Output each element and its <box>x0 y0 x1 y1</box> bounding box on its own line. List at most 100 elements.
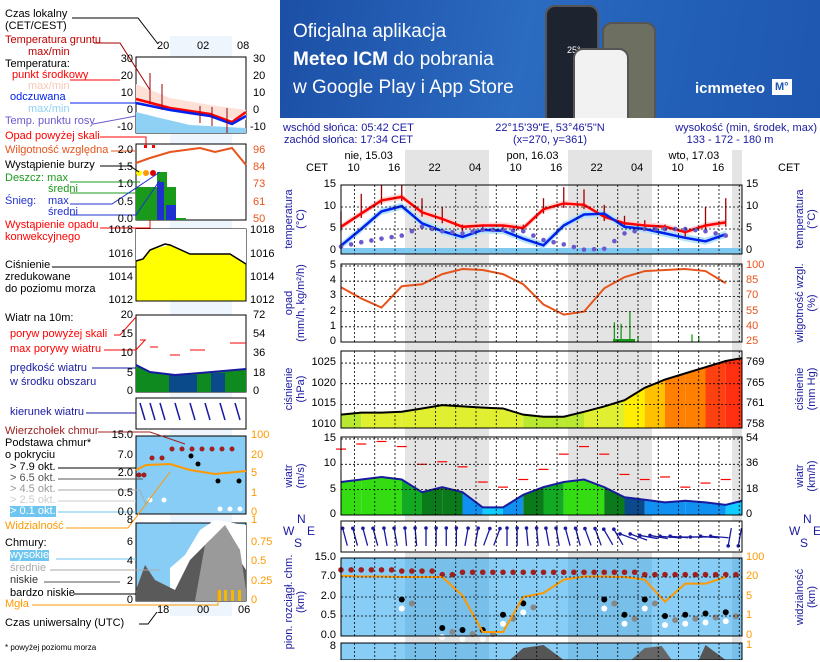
dew-point-dot <box>723 233 729 238</box>
wind-arrow <box>584 528 592 546</box>
legend-precip-tick: 1.0 <box>117 178 133 190</box>
wind-arrow <box>342 528 348 546</box>
wind-arrow <box>383 528 388 546</box>
tz-label-left: CET <box>306 162 328 174</box>
legend-wind-dir-plot <box>135 397 247 430</box>
legend-cover-rtick: 0 <box>251 594 258 606</box>
wind-arrow-head <box>361 526 365 531</box>
cloud-top-dot <box>429 568 435 574</box>
legend-cloud-tick: 15.0 <box>111 429 133 441</box>
dew-point-dot <box>439 228 445 234</box>
wind-arrow-head <box>454 526 459 530</box>
cloud-base-dot <box>692 615 699 622</box>
wind-kmh-tick: 0 <box>746 508 753 520</box>
dew-point-dot <box>693 227 698 233</box>
humidity-tick: 25 <box>746 335 759 347</box>
legend-temp-mid: punkt środkowy <box>12 69 89 81</box>
humidity-tick: 40 <box>746 319 759 332</box>
compass-e-right: E <box>813 524 820 538</box>
dew-point-dot <box>450 230 455 235</box>
precip-tick: 0 <box>329 335 336 347</box>
legend-okt: > 6.5 okt. <box>10 472 56 484</box>
wind-arrow-head <box>628 532 632 536</box>
legend-cloud-tick: 2.0 <box>117 467 133 479</box>
temp-rtick: 15 <box>746 178 759 190</box>
pressure-fill <box>442 405 463 428</box>
legend-dew: Temp. punktu rosy <box>5 115 95 127</box>
dew-point-dot <box>490 227 496 233</box>
cover-rtick: 1 <box>746 639 753 651</box>
elevation-label: wysokość (min, środek, max) <box>675 122 817 134</box>
night-band-cover <box>405 643 489 660</box>
wind-arrow-head <box>638 533 642 538</box>
cloud-base-dot <box>398 605 405 612</box>
wind-arrow-head <box>476 526 480 530</box>
legend-vis-tick: 1 <box>251 487 258 499</box>
temp-tick: 15 <box>323 178 336 190</box>
legend-precip-tick: 0.0 <box>117 213 133 225</box>
wind-fill <box>563 479 584 515</box>
wind-arrow-head <box>350 526 355 531</box>
banner-line-2-rest: do pobrania <box>388 49 494 70</box>
visibility-axis-title: widzialność (km) <box>794 537 818 657</box>
dew-point-dot <box>703 228 708 234</box>
wind-fill <box>584 479 605 515</box>
cloud-base-dot <box>702 619 709 626</box>
legend-rain-avg: średni <box>48 183 78 195</box>
pressure-fill <box>341 412 362 428</box>
cloud-top-dot <box>672 571 678 578</box>
dew-point-dot <box>612 238 617 244</box>
humidity-tick: 85 <box>746 274 759 287</box>
dew-point-dot <box>429 226 435 232</box>
cloud-top-dot <box>520 569 527 576</box>
wind-arrow <box>483 528 491 546</box>
legend-vis-tick: 0 <box>251 506 258 518</box>
cloud-tick: 0.0 <box>320 629 336 641</box>
cloud-top-dot <box>510 569 516 576</box>
visibility-tick: 100 <box>746 551 765 563</box>
wind-fill <box>644 499 665 515</box>
wind-fill <box>341 479 362 515</box>
dew-point-dot <box>642 226 648 232</box>
dew-point-dot <box>601 246 607 252</box>
legend-cover-tick: 8 <box>126 514 133 526</box>
pressure-fill <box>665 373 686 428</box>
wind-fill <box>543 482 564 515</box>
cloud-top-dot <box>419 568 425 574</box>
legend-precip-tick: 0.5 <box>117 196 133 208</box>
hour-label: 16 <box>550 162 563 174</box>
wind-fill <box>665 500 686 515</box>
dew-point-dot <box>551 239 556 245</box>
wind-arrow <box>629 533 648 541</box>
banner-line-1: Oficjalna aplikacja <box>293 21 447 42</box>
compass-n-right: N <box>803 512 812 526</box>
cloud-base-dot <box>398 596 405 603</box>
cloud-top-dot <box>702 571 709 578</box>
humidity-tick: 70 <box>746 289 759 302</box>
feel-temperature-line <box>340 204 727 247</box>
legend-temperature: Temperatura: <box>5 58 70 70</box>
wind-arrow <box>603 528 614 546</box>
compass-s-left: S <box>294 536 303 550</box>
wind-arrow-head <box>340 526 345 531</box>
cloud-top-dot <box>621 569 628 576</box>
cloud-base-dot <box>641 596 648 603</box>
cloud-base-dot <box>459 636 466 642</box>
legend-snow: Śnieg: <box>5 195 37 207</box>
cloud-top-dot <box>500 569 506 576</box>
wind-tick: 0 <box>329 508 336 520</box>
compass-n-left: N <box>297 512 306 526</box>
app-promo-banner[interactable]: Oficjalna aplikacja Meteo ICM do pobrani… <box>280 0 820 118</box>
legend-wind-dir: kierunek wiatru <box>10 406 84 418</box>
pressure-fill <box>584 406 605 428</box>
cloud-base-dot <box>621 611 628 618</box>
hour-label: 16 <box>712 162 725 174</box>
legend-hum-tick: 61 <box>253 196 266 208</box>
temp-tick: 0 <box>329 244 336 256</box>
legend-wind-rtick: 54 <box>253 328 266 340</box>
dew-point-dot <box>470 229 475 234</box>
wind-arrow-head <box>563 526 568 531</box>
day-label: pon, 16.03 <box>506 150 559 162</box>
legend-temp-plot <box>135 56 247 134</box>
legend-pres-rtick: 1012 <box>250 294 275 306</box>
